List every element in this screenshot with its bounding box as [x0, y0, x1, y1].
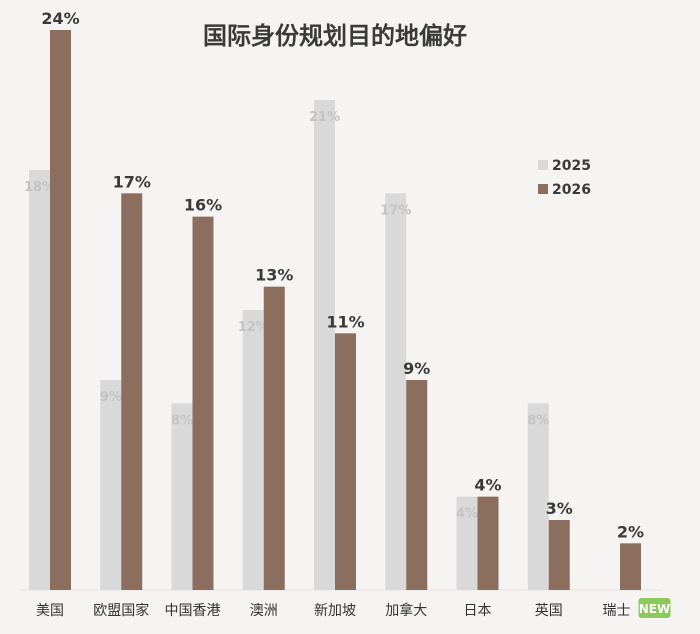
bar-2026-4: [335, 333, 356, 590]
legend-label-2025: 2025: [552, 158, 591, 174]
x-tick-label-7: 英国: [535, 602, 563, 619]
data-label-2025-6: 4%: [456, 507, 478, 522]
data-label-2026-1: 17%: [113, 172, 151, 191]
bar-2026-0: [50, 30, 71, 590]
data-label-2026-5: 9%: [403, 359, 430, 378]
bar-2026-1: [121, 193, 143, 591]
x-tick-label-2: 中国香港: [165, 603, 221, 619]
chart-title: 国际身份规划目的地偏好: [203, 22, 467, 50]
x-tick-label-6: 日本: [464, 603, 492, 619]
data-label-2026-8: 2%: [617, 522, 644, 541]
bar-2026-7: [548, 520, 570, 590]
bar-2025-4: [314, 100, 335, 590]
bar-2025-1: [100, 380, 122, 590]
data-label-2025-7: 8%: [527, 413, 549, 428]
data-label-2026-3: 13%: [255, 266, 293, 285]
data-label-2025-5: 17%: [380, 203, 411, 218]
x-tick-label-0: 美国: [36, 603, 64, 619]
legend-label-2026: 2026: [552, 182, 591, 198]
bar-2025-0: [29, 170, 50, 590]
new-badge-text: NEW: [639, 602, 670, 616]
bar-2026-2: [192, 216, 214, 590]
data-label-2025-0: 18%: [24, 180, 55, 195]
bar-2025-7: [527, 403, 549, 590]
data-label-2026-4: 11%: [326, 312, 364, 331]
bar-2026-5: [406, 380, 428, 590]
data-label-2025-4: 21%: [309, 110, 340, 125]
data-label-2026-7: 3%: [546, 499, 573, 518]
bar-2026-6: [477, 496, 499, 590]
data-label-2026-0: 24%: [41, 9, 79, 28]
bar-2025-5: [385, 193, 407, 591]
x-tick-label-8: 瑞士: [603, 603, 631, 619]
bar-2025-6: [456, 496, 478, 590]
x-tick-label-3: 澳洲: [250, 603, 278, 619]
x-tick-label-1: 欧盟国家: [93, 602, 149, 619]
bar-2026-8: [620, 543, 641, 590]
data-label-2026-2: 16%: [184, 196, 222, 215]
legend-swatch-2025: [538, 160, 548, 170]
data-label-2025-2: 8%: [171, 413, 193, 428]
data-label-2025-3: 12%: [238, 320, 269, 335]
data-label-2026-6: 4%: [474, 476, 501, 495]
bar-2025-2: [171, 403, 193, 590]
new-badge: [638, 598, 671, 618]
legend-swatch-2026: [538, 184, 548, 194]
bar-2025-3: [242, 310, 264, 590]
data-label-2025-1: 9%: [100, 390, 122, 405]
x-tick-label-5: 加拿大: [385, 602, 427, 619]
bar-2026-3: [263, 286, 285, 590]
x-tick-label-4: 新加坡: [314, 603, 356, 619]
